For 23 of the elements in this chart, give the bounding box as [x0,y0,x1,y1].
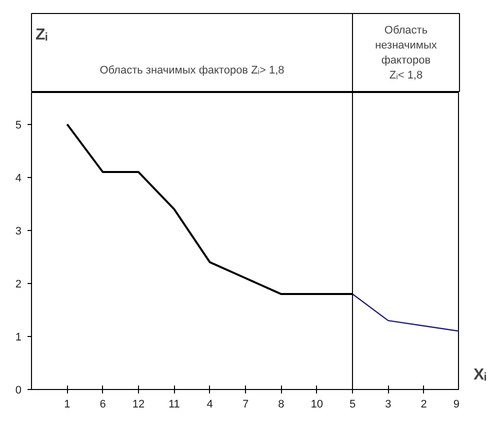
x-tick-label: 5 [349,398,356,410]
y-tick-label: 4 [15,172,22,184]
line-series [352,293,459,332]
x-tick-label: 12 [132,398,145,410]
x-axis-title: Xᵢ [474,366,486,384]
y-tick-label: 2 [15,278,22,290]
x-tick-label: 1 [64,398,70,410]
y-tick-label: 5 [15,119,22,132]
y-tick-label: 3 [15,225,22,238]
x-tick-label: 4 [206,398,213,410]
y-tick-label: 0 [15,384,22,396]
x-tick-label: 6 [100,398,106,410]
x-tick-label: 9 [453,398,460,410]
text: Область значимых факторов Zᵢ> 1,8 [100,64,284,76]
x-tick-label: 11 [168,398,180,410]
x-tick-label: 2 [420,398,427,410]
text: Область незначимых факторов Zᵢ< 1,8 [375,24,438,82]
x-tick-label: 7 [242,398,249,410]
x-tick-label: 10 [310,398,323,410]
y-tick-label: 1 [15,331,22,344]
y-axis-title: Zᵢ [36,26,48,44]
x-tick-label: 3 [385,398,392,410]
x-tick-label: 8 [278,398,284,410]
